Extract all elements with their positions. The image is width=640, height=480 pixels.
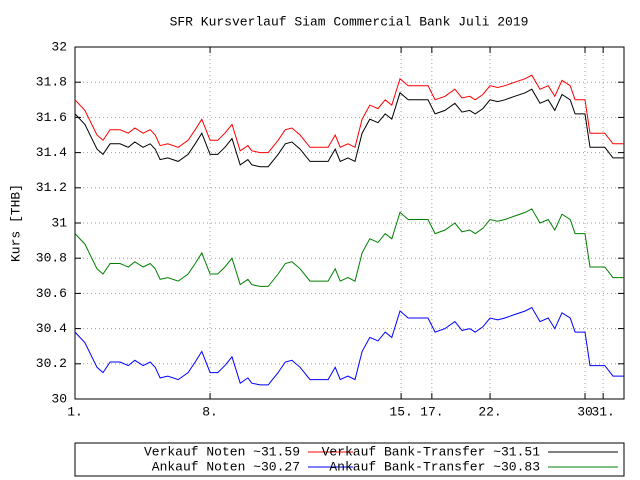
y-tick-label: 30.8 <box>36 251 67 266</box>
x-tick-label: 22. <box>478 404 501 419</box>
y-tick-label: 31.6 <box>36 110 67 125</box>
y-tick-label: 32 <box>51 39 67 54</box>
x-tick-label: 8. <box>202 404 218 419</box>
y-tick-label: 31.4 <box>36 145 67 160</box>
y-tick-label: 30.6 <box>36 286 67 301</box>
legend-label: Verkauf Noten ~31.59 <box>144 444 300 459</box>
y-tick-label: 31.2 <box>36 180 67 195</box>
legend-label: Ankauf Noten ~30.27 <box>152 459 300 474</box>
y-tick-label: 30 <box>51 391 67 406</box>
x-tick-label: 15. <box>389 404 412 419</box>
chart-title: SFR Kursverlauf Siam Commercial Bank Jul… <box>170 14 529 29</box>
x-tick-label: 1. <box>67 404 83 419</box>
y-tick-label: 30.2 <box>36 356 67 371</box>
series-line <box>74 208 624 287</box>
series-line <box>74 74 624 154</box>
legend-label: Ankauf Bank-Transfer ~30.83 <box>329 459 540 474</box>
series-line <box>74 306 624 386</box>
x-tick-label: 31. <box>591 404 614 419</box>
x-tick-label: 17. <box>420 404 443 419</box>
legend-label: Verkauf Bank-Transfer ~31.51 <box>322 444 541 459</box>
y-tick-label: 30.4 <box>36 321 67 336</box>
y-tick-label: 31 <box>51 215 67 230</box>
plot-frame <box>74 46 625 400</box>
y-tick-label: 31.8 <box>36 75 67 90</box>
x-tick-label: 30 <box>577 404 593 419</box>
series-line <box>74 88 624 168</box>
y-axis-label: Kurs [THB] <box>8 184 23 262</box>
legend-box <box>74 442 625 477</box>
